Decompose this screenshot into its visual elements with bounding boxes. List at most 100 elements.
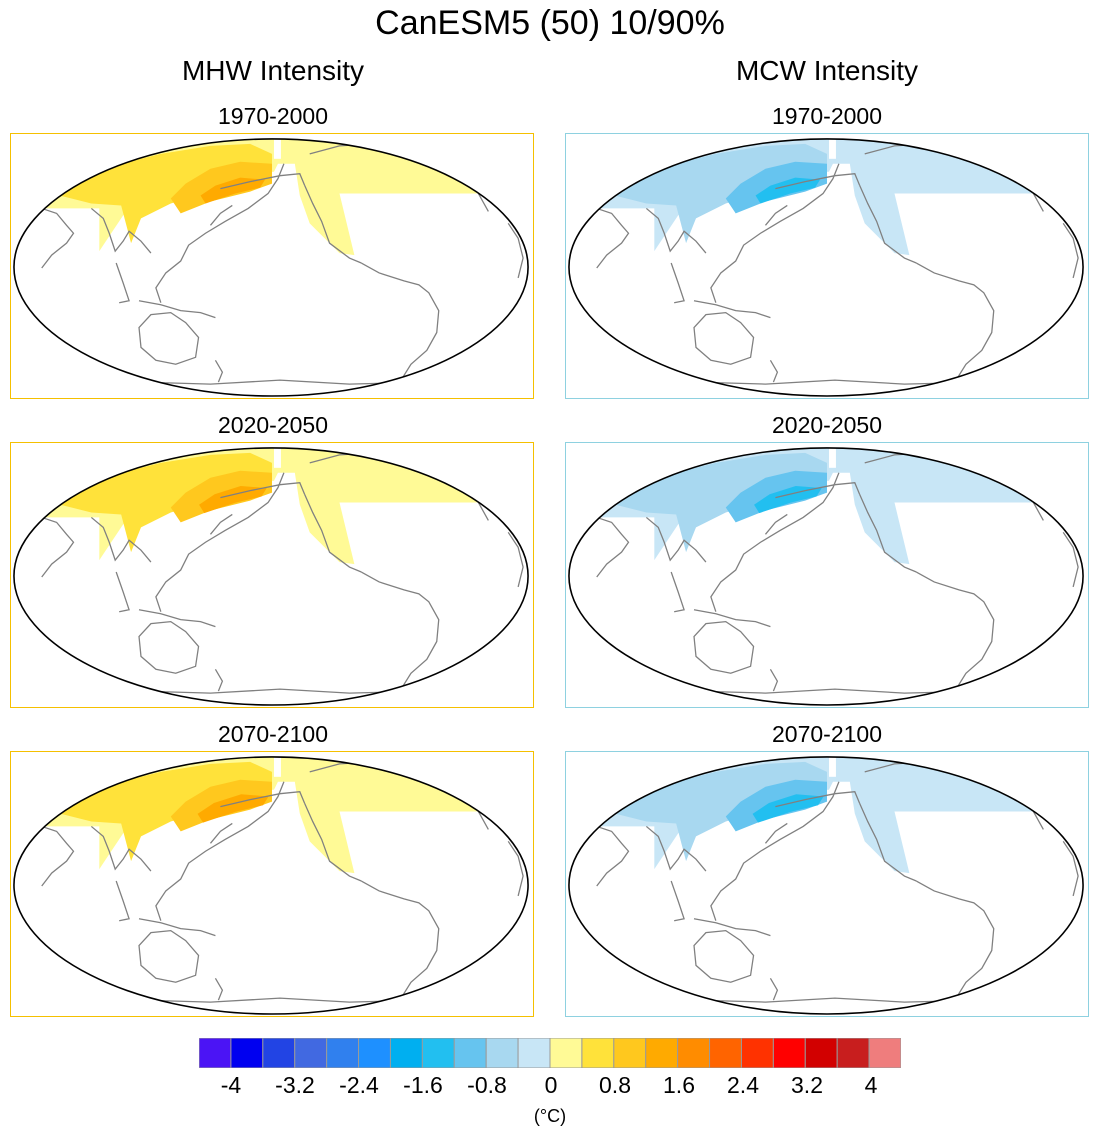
- colorbar-swatch: [262, 1037, 296, 1069]
- coastline: [361, 262, 440, 391]
- map-panel-mcw-1970-2000: [565, 133, 1089, 399]
- coastline: [304, 185, 362, 264]
- coastline: [693, 929, 755, 983]
- colorbar-tick-label: -3.2: [275, 1072, 315, 1098]
- coastline: [115, 262, 216, 319]
- colorbar-swatch: [294, 1037, 328, 1069]
- coastline: [214, 359, 224, 383]
- dateline-gap: [273, 138, 281, 159]
- colorbar-tick-label: 0: [544, 1072, 558, 1098]
- colorbar-swatch: [581, 1037, 615, 1069]
- coastline: [670, 880, 771, 937]
- map-boundary: [13, 138, 529, 397]
- coastline: [220, 482, 306, 499]
- coastline: [775, 791, 861, 808]
- map-boundary: [568, 447, 1084, 706]
- map-boundary: [568, 756, 1084, 1015]
- colorbar-tick-label: 0.8: [599, 1072, 631, 1098]
- panel-title-mcw-2070-2100: 2070-2100: [772, 721, 882, 747]
- coastline: [41, 207, 75, 269]
- colorbar-tick-label: -1.6: [403, 1072, 443, 1098]
- colorbar-tick-label: 1.6: [663, 1072, 695, 1098]
- colorbar-units: (°C): [533, 1106, 567, 1126]
- coastline: [710, 781, 840, 921]
- coastline: [693, 311, 755, 365]
- map-panel-mhw-2020-2050: [10, 442, 534, 708]
- coastline: [596, 825, 630, 887]
- colorbar-tick-label: 2.4: [727, 1072, 759, 1098]
- map-panel-mcw-2020-2050: [565, 442, 1089, 708]
- panel-title-mcw-2020-2050: 2020-2050: [772, 412, 882, 438]
- coastline: [209, 822, 233, 844]
- coastline: [916, 571, 995, 700]
- coastline: [90, 516, 152, 563]
- intensity-field-deep: [197, 794, 269, 823]
- colorbar-swatch: [453, 1037, 487, 1069]
- colorbar-tick-label: -0.8: [467, 1072, 507, 1098]
- coastline: [361, 571, 440, 700]
- colorbar-swatch: [421, 1037, 455, 1069]
- coastline: [916, 262, 995, 391]
- coastline: [859, 185, 917, 264]
- colorbar-swatch: [485, 1037, 519, 1069]
- dateline-gap: [273, 447, 281, 468]
- colorbar-tick-label: 4: [864, 1072, 878, 1098]
- panel-title-mhw-1970-2000: 1970-2000: [218, 103, 328, 129]
- coastline: [596, 516, 630, 578]
- colorbar-swatch: [613, 1037, 647, 1069]
- coastline: [209, 204, 233, 226]
- coastline: [507, 840, 524, 897]
- coastline: [1062, 531, 1079, 588]
- dateline-gap: [273, 756, 281, 777]
- colorbar: [198, 1037, 902, 1069]
- coastline: [769, 359, 779, 383]
- coastline: [41, 516, 75, 578]
- colorbar-swatch: [740, 1037, 774, 1069]
- coastline: [155, 781, 285, 921]
- colorbar-swatch: [389, 1037, 423, 1069]
- map-panel-mhw-2070-2100: [10, 751, 534, 1017]
- colorbar-swatch: [868, 1037, 902, 1069]
- column-heading-mcw: MCW Intensity: [735, 55, 919, 86]
- coastline: [645, 825, 707, 872]
- coastline: [155, 472, 285, 612]
- intensity-field-deep: [200, 177, 266, 204]
- coastline: [214, 977, 224, 1001]
- coastline: [41, 825, 75, 887]
- coastline: [764, 513, 788, 535]
- coastline: [115, 571, 216, 628]
- intensity-field-deep: [755, 177, 821, 204]
- coastline: [764, 822, 788, 844]
- colorbar-swatch: [709, 1037, 742, 1069]
- intensity-field-deep: [752, 794, 824, 823]
- panel-title-mhw-2020-2050: 2020-2050: [218, 412, 328, 438]
- coastline: [507, 222, 524, 279]
- coastline: [507, 531, 524, 588]
- map-panel-mhw-1970-2000: [10, 133, 534, 399]
- map-boundary: [13, 447, 529, 706]
- dateline-gap: [828, 756, 836, 777]
- column-heading-mhw: MHW Intensity: [181, 55, 365, 86]
- coastline: [859, 803, 917, 882]
- coastline: [764, 204, 788, 226]
- coastline: [775, 173, 861, 190]
- coastline: [693, 620, 755, 674]
- colorbar-tick-label: -2.4: [339, 1072, 379, 1098]
- coastline: [596, 207, 630, 269]
- coastline: [645, 207, 707, 254]
- colorbar-tick-label: -4: [220, 1072, 242, 1098]
- map-boundary: [13, 756, 529, 1015]
- coastline: [138, 929, 200, 983]
- colorbar-swatch: [358, 1037, 391, 1069]
- figure-title: CanESM5 (50) 10/90%: [375, 4, 725, 42]
- coastline: [115, 880, 216, 937]
- coastline: [220, 791, 306, 808]
- colorbar-swatch: [677, 1037, 711, 1069]
- dateline-gap: [828, 447, 836, 468]
- coastline: [1062, 840, 1079, 897]
- coastline: [90, 207, 152, 254]
- coastline: [769, 977, 779, 1001]
- colorbar-swatch: [326, 1037, 360, 1069]
- colorbar-swatch: [230, 1037, 264, 1069]
- coastline: [670, 262, 771, 319]
